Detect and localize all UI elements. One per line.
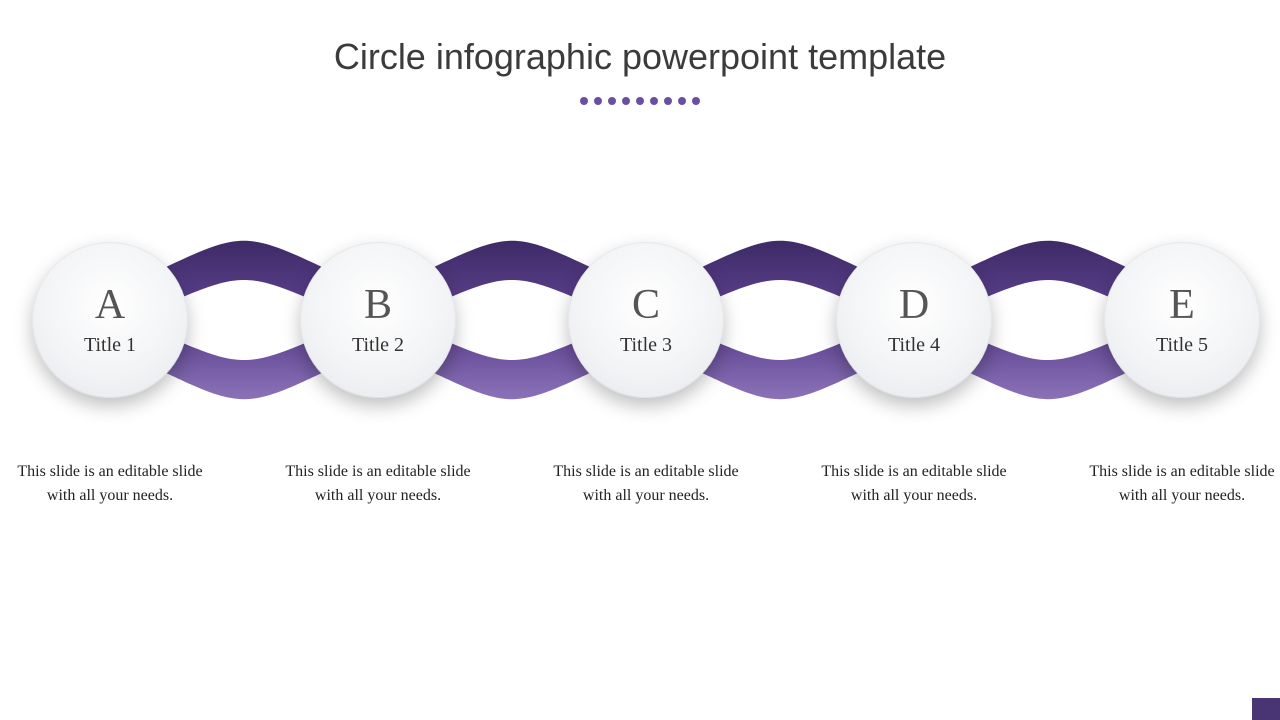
step-subtitle: Title 4 bbox=[888, 334, 940, 357]
step-letter: E bbox=[1169, 284, 1195, 326]
step-circle: B Title 2 bbox=[300, 242, 456, 398]
step-description: This slide is an editable slide with all… bbox=[546, 460, 746, 508]
step-circle: A Title 1 bbox=[32, 242, 188, 398]
step-letter: C bbox=[632, 284, 660, 326]
step-description: This slide is an editable slide with all… bbox=[1082, 460, 1280, 508]
step-subtitle: Title 1 bbox=[84, 334, 136, 357]
step-circle: E Title 5 bbox=[1104, 242, 1260, 398]
title-dots bbox=[0, 92, 1280, 110]
step-circle: C Title 3 bbox=[568, 242, 724, 398]
step-subtitle: Title 2 bbox=[352, 334, 404, 357]
title-dot bbox=[636, 97, 644, 105]
step-subtitle: Title 3 bbox=[620, 334, 672, 357]
slide-title: Circle infographic powerpoint template bbox=[0, 36, 1280, 78]
corner-accent bbox=[1252, 698, 1280, 720]
title-dot bbox=[608, 97, 616, 105]
step-description: This slide is an editable slide with all… bbox=[814, 460, 1014, 508]
step-letter: D bbox=[899, 284, 929, 326]
title-dot bbox=[650, 97, 658, 105]
title-dot bbox=[580, 97, 588, 105]
step-description: This slide is an editable slide with all… bbox=[278, 460, 478, 508]
title-dot bbox=[594, 97, 602, 105]
title-dot bbox=[664, 97, 672, 105]
step-letter: A bbox=[95, 284, 125, 326]
step-description: This slide is an editable slide with all… bbox=[10, 460, 210, 508]
step-subtitle: Title 5 bbox=[1156, 334, 1208, 357]
title-dot bbox=[622, 97, 630, 105]
step-circle: D Title 4 bbox=[836, 242, 992, 398]
title-dot bbox=[678, 97, 686, 105]
step-letter: B bbox=[364, 284, 392, 326]
title-dot bbox=[692, 97, 700, 105]
infographic-stage: A Title 1 B Title 2 C Title 3 D Title 4 E Title 5… bbox=[0, 200, 1280, 460]
slide-canvas: Circle infographic powerpoint template A… bbox=[0, 0, 1280, 720]
